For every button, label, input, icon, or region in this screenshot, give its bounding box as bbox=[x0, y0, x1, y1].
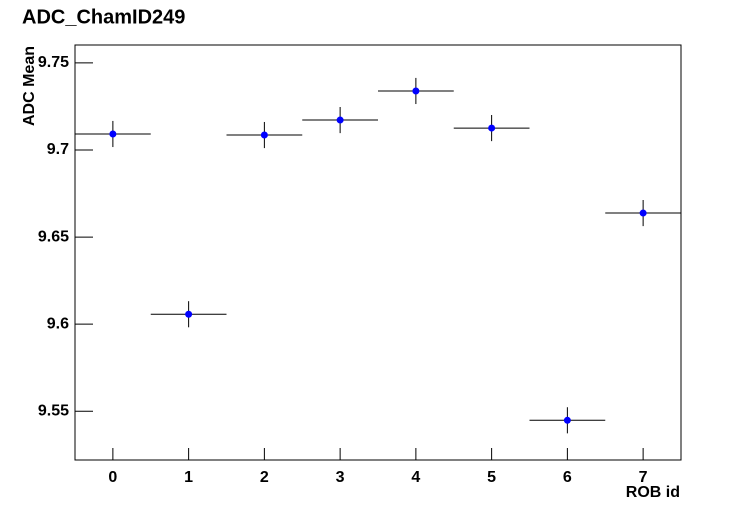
y-tick-label: 9.75 bbox=[38, 54, 69, 71]
point bbox=[336, 116, 344, 124]
y-tick-label: 9.55 bbox=[38, 402, 69, 419]
point bbox=[260, 131, 268, 139]
y-tick-label: 9.7 bbox=[47, 141, 69, 158]
x-tick-label: 3 bbox=[336, 469, 345, 486]
x-tick-label: 2 bbox=[260, 469, 269, 486]
x-tick-label: 6 bbox=[563, 469, 572, 486]
point bbox=[639, 209, 647, 217]
x-axis-label: ROB id bbox=[626, 484, 680, 501]
point bbox=[563, 416, 571, 424]
y-tick-label: 9.65 bbox=[38, 228, 69, 245]
plot-frame bbox=[74, 44, 682, 461]
x-tick-label: 0 bbox=[108, 469, 117, 486]
x-tick-label: 5 bbox=[487, 469, 496, 486]
chart-title: ADC_ChamID249 bbox=[22, 6, 185, 28]
point bbox=[412, 87, 420, 95]
x-tick-label: 4 bbox=[411, 469, 420, 486]
point bbox=[185, 310, 193, 318]
x-tick-label: 1 bbox=[184, 469, 193, 486]
point bbox=[109, 130, 117, 138]
y-axis-label: ADC Mean bbox=[21, 46, 38, 126]
point bbox=[488, 124, 496, 132]
x-tick-label: 7 bbox=[639, 469, 648, 486]
y-tick-label: 9.6 bbox=[47, 315, 69, 332]
